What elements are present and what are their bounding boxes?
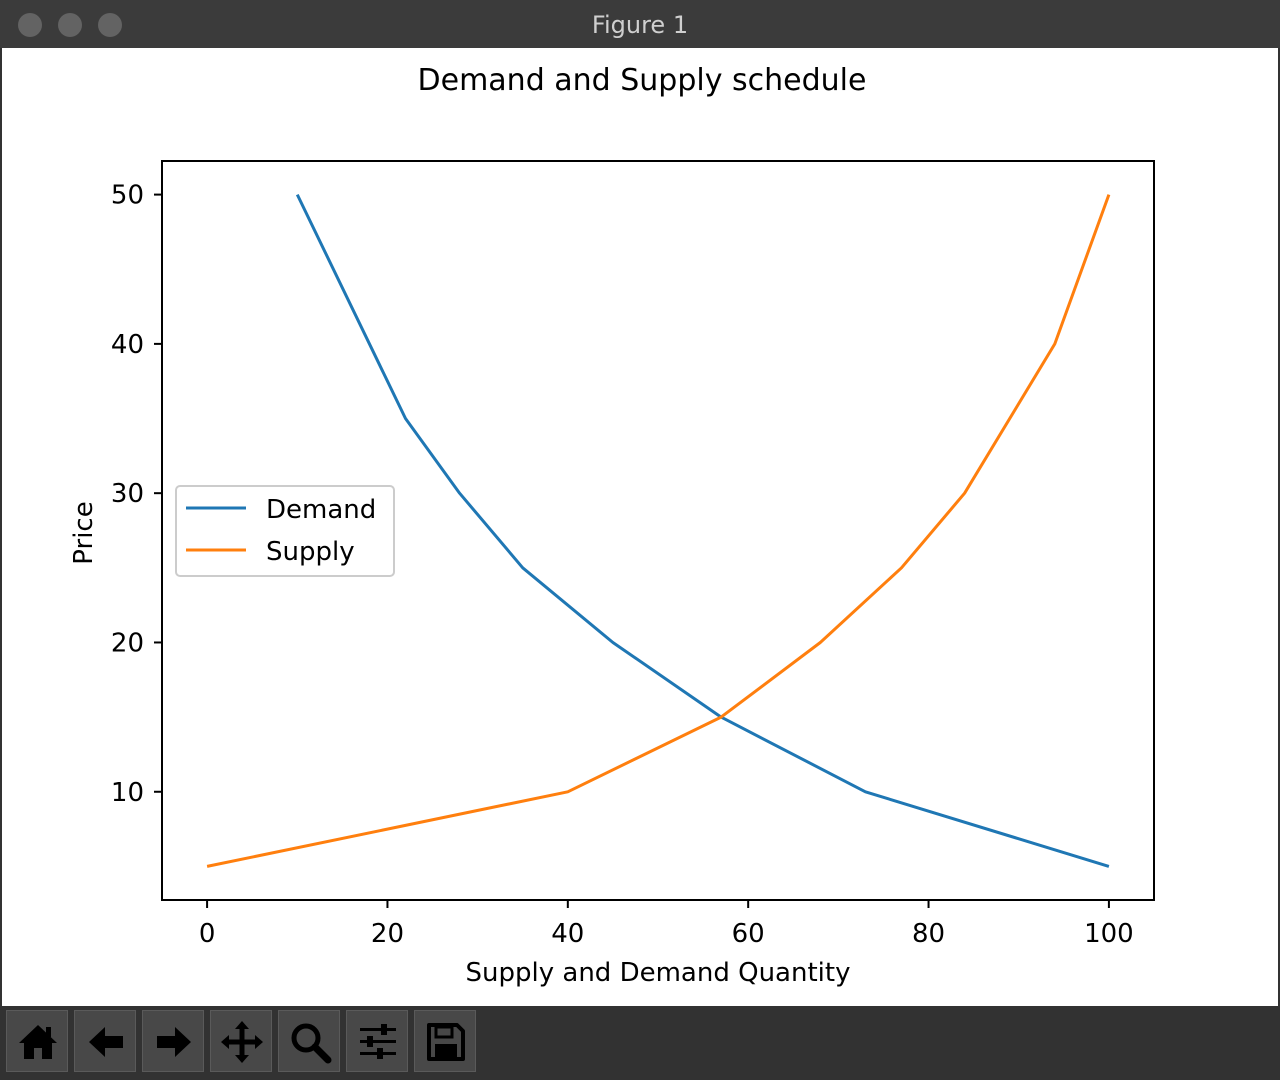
save-button[interactable] (414, 1010, 476, 1072)
x-tick-label: 100 (1084, 919, 1134, 949)
figure-canvas: Demand and Supply schedule 0 20 40 60 80 100 1… (2, 48, 1278, 1006)
legend: Demand Supply (175, 485, 395, 577)
series-line-supply (206, 194, 1111, 868)
navigation-toolbar (0, 1006, 1280, 1080)
chart-title: Demand and Supply schedule (418, 63, 867, 98)
x-tick-label: 60 (732, 919, 765, 949)
y-tick-label: 30 (111, 479, 144, 509)
y-axis-label: Price (69, 501, 99, 564)
series-line-demand (295, 193, 1110, 868)
close-window-button[interactable] (18, 13, 42, 37)
home-icon (19, 1025, 57, 1059)
forward-arrow-icon (157, 1027, 191, 1057)
plot-area (206, 193, 1111, 868)
save-floppy-icon (427, 1023, 465, 1061)
y-tick-label: 50 (111, 181, 144, 211)
home-button[interactable] (6, 1010, 68, 1072)
x-tick-label: 0 (199, 919, 216, 949)
y-tick-label: 20 (111, 628, 144, 658)
legend-label-demand: Demand (266, 495, 376, 525)
pan-move-icon (221, 1021, 263, 1063)
axis-ticks: 0 20 40 60 80 100 10 20 30 40 50 (111, 181, 1134, 949)
configure-subplots-button[interactable] (346, 1010, 408, 1072)
y-tick-label: 40 (111, 330, 144, 360)
back-button[interactable] (74, 1010, 136, 1072)
zoom-magnifier-icon (291, 1023, 332, 1064)
legend-label-supply: Supply (266, 537, 355, 567)
x-tick-label: 20 (371, 919, 404, 949)
forward-button[interactable] (142, 1010, 204, 1072)
zoom-button[interactable] (278, 1010, 340, 1072)
minimize-window-button[interactable] (58, 13, 82, 37)
back-arrow-icon (89, 1027, 123, 1057)
window-title: Figure 1 (591, 11, 689, 39)
axes-frame (161, 160, 1155, 901)
x-tick-label: 40 (551, 919, 584, 949)
pan-button[interactable] (210, 1010, 272, 1072)
configure-subplots-icon (360, 1024, 396, 1059)
title-bar: Figure 1 (0, 0, 1280, 48)
chart-svg: Demand and Supply schedule 0 20 40 60 80 100 1… (69, 63, 1155, 988)
y-tick-label: 10 (111, 778, 144, 808)
x-tick-label: 80 (912, 919, 945, 949)
zoom-window-button[interactable] (98, 13, 122, 37)
x-axis-label: Supply and Demand Quantity (466, 958, 851, 988)
